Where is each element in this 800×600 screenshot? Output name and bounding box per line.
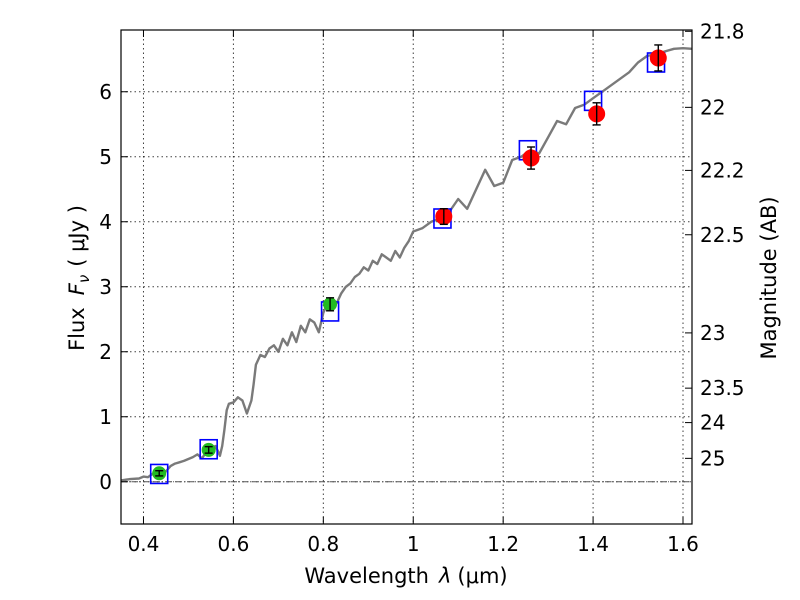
y-tick-label: 5 (99, 145, 112, 169)
x-tick-label: 0.8 (307, 532, 339, 556)
magnitude-tick-label: 21.8 (700, 19, 745, 43)
x-tick-label: 1 (407, 532, 420, 556)
x-tick-label: 0.4 (128, 532, 160, 556)
y-tick-label: 1 (99, 405, 112, 429)
y-tick-label: 4 (99, 210, 112, 234)
y-axis-label: Flux Fν ( μJy ) (65, 205, 93, 351)
y-axis-label-unit: ( μJy ) (65, 205, 89, 267)
magnitude-tick-label: 22 (700, 95, 725, 119)
axis-ticks: 0.4 0.6 0.8 1 1.2 1.4 1.6012345621.82222.222.5… (99, 19, 744, 556)
magnitude-tick-label: 25 (700, 446, 725, 470)
magnitude-tick-label: 23.5 (700, 376, 745, 400)
x-tick-label: 0.6 (217, 532, 249, 556)
synthetic-photometry-box (149, 463, 169, 485)
synthetic-photometry-box (199, 438, 218, 460)
x-axis-label: Wavelength λ (μm) (304, 564, 507, 588)
x-axis-label-symbol: λ (438, 564, 451, 588)
y-axis-label-prefix: Flux (65, 307, 89, 351)
model-spectrum-line (120, 47, 693, 482)
magnitude-tick-label: 22.2 (700, 158, 745, 182)
plot-frame (120, 29, 693, 525)
synthetic-photometry-boxes (149, 52, 666, 485)
x-tick-label: 1.4 (577, 532, 609, 556)
magnitude-axis-label: Magnitude (AB) (757, 196, 781, 359)
y-tick-label: 3 (99, 275, 112, 299)
y-axis-label-symbol-sub: ν (75, 275, 93, 283)
x-tick-label: 1.6 (667, 532, 699, 556)
y-tick-label: 6 (99, 80, 112, 104)
model-spectrum-layer (120, 47, 693, 482)
y-tick-label: 2 (99, 340, 112, 364)
x-tick-label: 1.2 (487, 532, 519, 556)
observed-photometry-points (152, 44, 667, 481)
magnitude-tick-label: 24 (700, 411, 725, 435)
y-axis-label-symbol: F (65, 282, 89, 295)
magnitude-tick-label: 23 (700, 321, 725, 345)
y-tick-label: 0 (99, 470, 112, 494)
x-axis-label-prefix: Wavelength (304, 564, 429, 588)
x-axis-label-unit: (μm) (457, 564, 507, 588)
magnitude-tick-label: 22.5 (700, 223, 745, 247)
